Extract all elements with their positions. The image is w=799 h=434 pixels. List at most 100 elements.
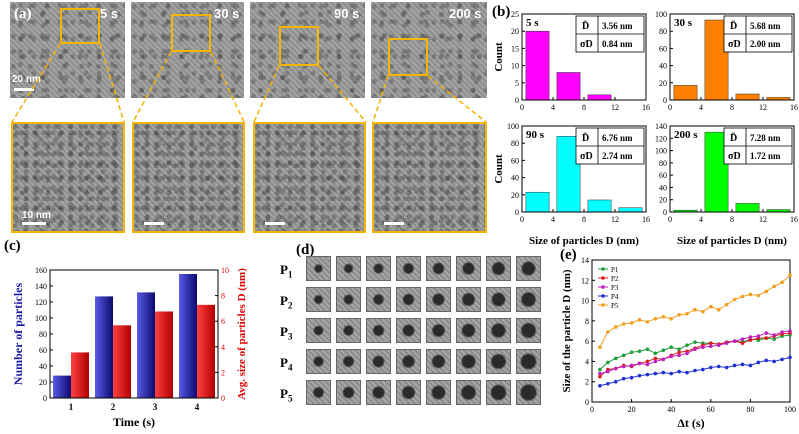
particle-image-cell [456, 256, 481, 281]
y-tick-label-left: 20 [39, 378, 47, 387]
series-point [653, 371, 658, 376]
series-point [780, 280, 784, 285]
series-point [669, 371, 673, 376]
particle-image-cell [456, 287, 481, 312]
particle-image-cell [456, 380, 481, 405]
y-tick-label-left: 160 [35, 266, 47, 275]
x-tick-label: 4 [551, 215, 555, 224]
x-tick-label: 3 [153, 402, 158, 412]
y-axis-label: Size of the particle D (nm) [561, 269, 573, 392]
histogram-time-label: 200 s [674, 129, 698, 141]
y-tick-label: 60 [659, 44, 667, 53]
scale-bar-label: 10 nm [22, 210, 51, 221]
y-tick-label: 8 [585, 317, 589, 326]
y-tick-label-right: 0 [221, 394, 225, 403]
particle-image-cell [396, 287, 421, 312]
y-tick-label: 12 [581, 276, 589, 285]
series-point [653, 356, 658, 361]
y-tick-label: 20 [511, 191, 519, 200]
series-point [637, 318, 642, 322]
mean-value: 6.76 nm [602, 133, 633, 143]
scale-bar [265, 222, 285, 225]
series-point [621, 364, 626, 369]
y-tick-label: 5 [515, 79, 519, 88]
x-tick-label: 8 [582, 103, 586, 112]
y-tick-label: 120 [655, 134, 667, 143]
y-tick-label: 15 [511, 44, 519, 53]
histogram-bar [525, 30, 550, 101]
series-point [621, 322, 626, 326]
series-point [685, 311, 689, 316]
tem-frame-5s [10, 2, 125, 98]
particle-image-cell [396, 380, 421, 405]
y-tick-label: 60 [511, 156, 519, 165]
series-point [772, 284, 776, 289]
zoom-region-box [60, 8, 100, 44]
tem-frame-200s [371, 2, 487, 98]
sigma-symbol: σD [580, 39, 593, 50]
series-point [685, 370, 689, 375]
y-tick-label: 0 [663, 208, 667, 217]
y-tick-label-right: 10 [221, 266, 229, 275]
y-tick-label: 2 [585, 378, 589, 387]
legend-label: P5 [611, 302, 619, 310]
series-point [629, 321, 634, 325]
zoom-region-box [388, 38, 428, 76]
particle-image-cell [426, 256, 451, 281]
histogram-bar [587, 199, 612, 213]
sigma-value: 1.72 nm [750, 151, 781, 161]
y-tick-label-left: 100 [35, 314, 47, 323]
series-point [701, 309, 705, 314]
x-tick-label: 80 [746, 405, 754, 414]
particle-count-bar [95, 296, 113, 398]
series-point [606, 381, 610, 386]
y-tick-label: 20 [659, 196, 667, 205]
series-point [598, 367, 602, 372]
scale-bar [14, 88, 34, 91]
sigma-value: 2.74 nm [602, 151, 633, 161]
series-point [740, 337, 745, 341]
x-axis-label: Size of particles D (nm) [677, 235, 787, 247]
particle-count-bar [137, 292, 155, 398]
series-point [661, 348, 666, 353]
particle-image-cell [516, 287, 541, 312]
y-tick-label-left: 40 [39, 362, 47, 371]
series-point [669, 345, 673, 350]
series-point [677, 353, 681, 358]
legend-label: P3 [611, 284, 619, 292]
particle-image-cell [516, 256, 541, 281]
series-point [669, 317, 673, 321]
x-tick-label: 40 [667, 405, 675, 414]
x-tick-label: 0 [520, 103, 524, 112]
legend-label: P2 [611, 275, 619, 283]
series-point [764, 289, 769, 294]
x-tick-label: 12 [611, 215, 619, 224]
particle-image-cell [336, 380, 361, 405]
x-tick-label: 0 [668, 103, 672, 112]
particle-image-cell [486, 256, 511, 281]
particle-image-cell [336, 349, 361, 374]
histogram-bar [618, 207, 643, 213]
mean-value: 3.56 nm [602, 21, 633, 31]
avg-size-bar [113, 325, 131, 398]
series-point [613, 366, 618, 371]
particle-row-label: P3 [280, 324, 293, 342]
series-point [645, 372, 650, 377]
x-tick-label: 16 [790, 103, 798, 112]
series-point [748, 338, 753, 342]
mean-symbol: D̄ [582, 20, 589, 32]
particle-image-cell [426, 318, 451, 343]
series-point [621, 376, 626, 381]
series-point [645, 347, 650, 352]
series-point [613, 379, 618, 384]
mean-symbol: D̄ [582, 132, 589, 144]
series-point [724, 341, 729, 345]
x-tick-label: 4 [699, 103, 703, 112]
series-point [661, 357, 666, 362]
series-point [653, 359, 658, 364]
legend-marker [601, 285, 605, 289]
y-tick-label: 100 [507, 122, 519, 131]
x-tick-label: 12 [759, 215, 767, 224]
panel-b-histograms: 0 5 10 15 20 25 0 4 8 12 16 5 s D̄ σD 3.56 nm 0.84 nm 0 2… [493, 10, 798, 247]
